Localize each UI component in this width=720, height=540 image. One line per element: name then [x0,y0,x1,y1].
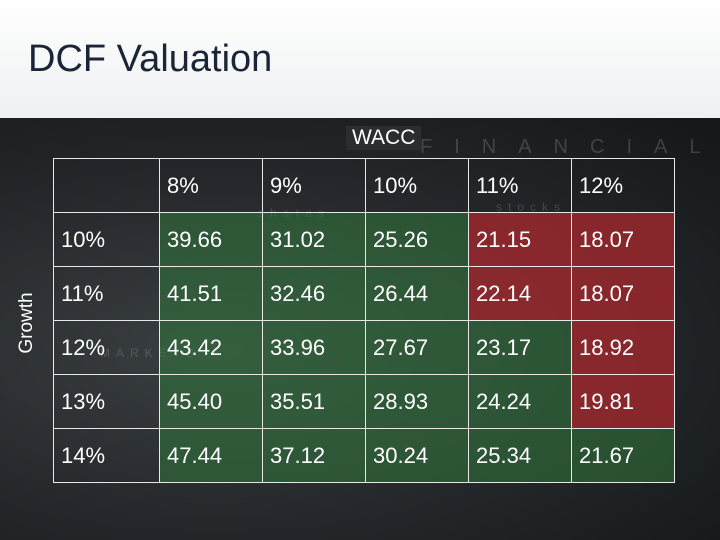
row-header: 10% [53,212,160,267]
table-row: 11% 41.51 32.46 26.44 22.14 18.07 [53,266,675,321]
value-cell: 18.07 [571,212,675,267]
table-header-row: 8% 9% 10% 11% 12% [53,158,675,213]
value-cell: 21.67 [571,428,675,483]
column-header: 11% [468,158,572,213]
wacc-axis-label: WACC [346,126,422,150]
value-cell: 26.44 [365,266,469,321]
value-cell: 31.02 [262,212,366,267]
watermark-text: FINANCIALS [420,136,720,158]
row-header: 12% [53,320,160,375]
table-row: 13% 45.40 35.51 28.93 24.24 19.81 [53,374,675,429]
value-cell: 30.24 [365,428,469,483]
value-cell: 23.17 [468,320,572,375]
corner-cell [53,158,160,213]
growth-axis-label: Growth [16,292,37,354]
table-row: 12% 43.42 33.96 27.67 23.17 18.92 [53,320,675,375]
value-cell: 25.34 [468,428,572,483]
value-cell: 18.07 [571,266,675,321]
table-row: 10% 39.66 31.02 25.26 21.15 18.07 [53,212,675,267]
value-cell: 43.42 [159,320,263,375]
value-cell: 33.96 [262,320,366,375]
value-cell: 22.14 [468,266,572,321]
value-cell: 35.51 [262,374,366,429]
page-title: DCF Valuation [28,38,273,80]
column-header: 8% [159,158,263,213]
value-cell: 39.66 [159,212,263,267]
value-cell: 41.51 [159,266,263,321]
column-header: 9% [262,158,366,213]
value-cell: 32.46 [262,266,366,321]
sensitivity-table: 8% 9% 10% 11% 12% 10% 39.66 31.02 25.26 … [53,158,675,483]
value-cell: 47.44 [159,428,263,483]
table-row: 14% 47.44 37.12 30.24 25.34 21.67 [53,428,675,483]
row-header: 11% [53,266,160,321]
row-header: 14% [53,428,160,483]
value-cell: 27.67 [365,320,469,375]
column-header: 10% [365,158,469,213]
value-cell: 25.26 [365,212,469,267]
value-cell: 18.92 [571,320,675,375]
column-header: 12% [571,158,675,213]
slide-header: DCF Valuation [0,0,720,118]
value-cell: 37.12 [262,428,366,483]
row-header: 13% [53,374,160,429]
value-cell: 45.40 [159,374,263,429]
value-cell: 24.24 [468,374,572,429]
value-cell: 28.93 [365,374,469,429]
value-cell: 21.15 [468,212,572,267]
value-cell: 19.81 [571,374,675,429]
